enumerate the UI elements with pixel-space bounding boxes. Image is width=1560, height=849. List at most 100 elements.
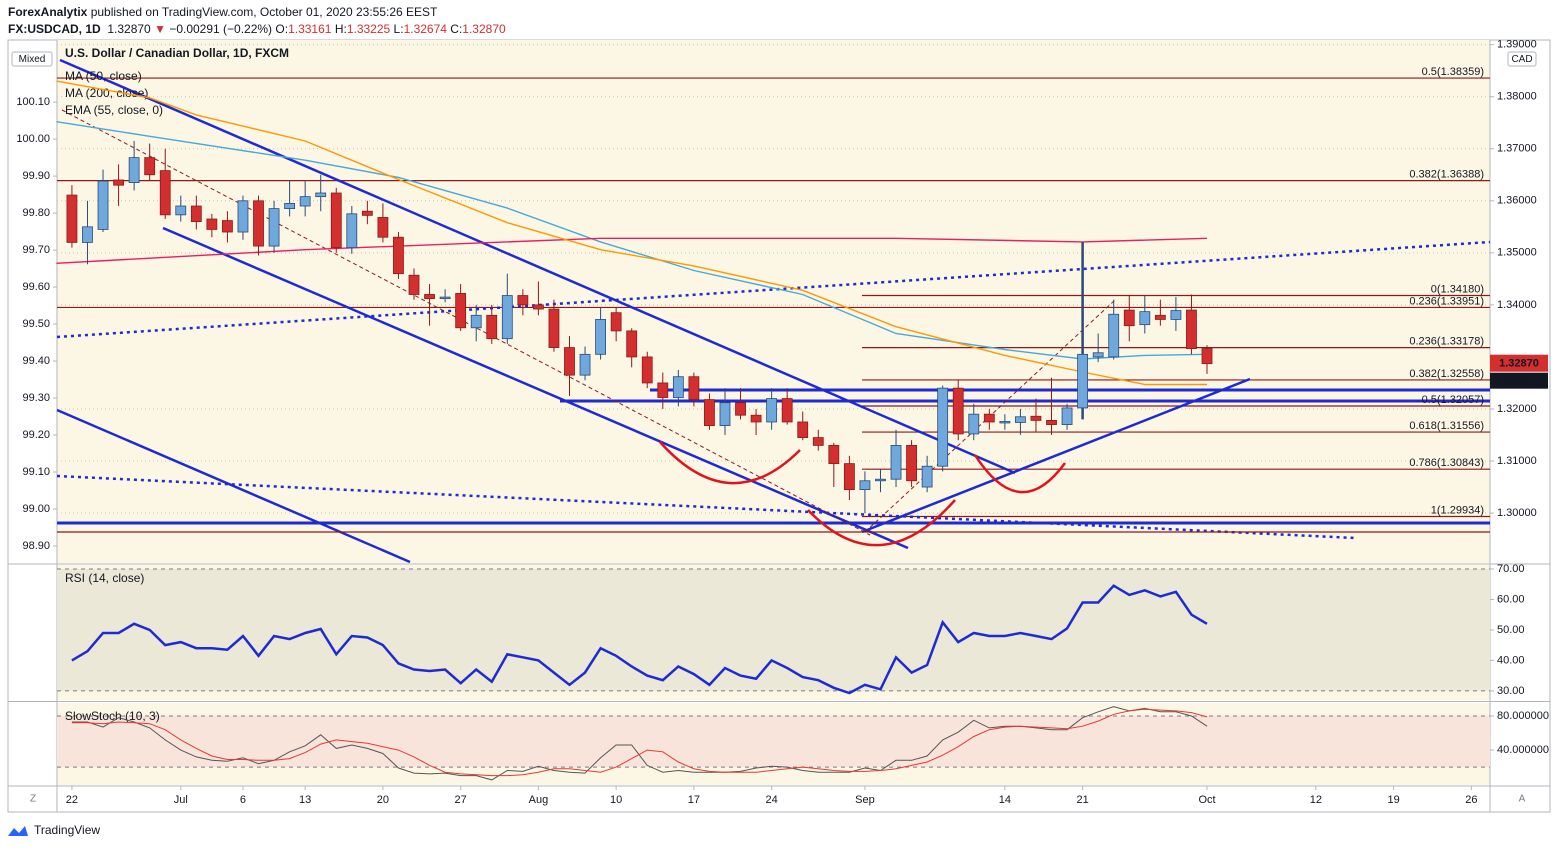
x-tick-label: 27 bbox=[455, 794, 467, 806]
moving-average bbox=[56, 237, 1208, 264]
y2-tick-label: 99.80 bbox=[22, 207, 50, 219]
candle-body bbox=[501, 295, 513, 340]
candle-body bbox=[657, 382, 669, 398]
x-tick-label: 19 bbox=[1387, 794, 1399, 806]
candle-body bbox=[97, 180, 109, 230]
ohlc-label: C: bbox=[450, 22, 463, 36]
channel-line bbox=[56, 408, 411, 564]
candle-body bbox=[1186, 309, 1197, 349]
candle-body bbox=[921, 465, 933, 488]
candle-body bbox=[1170, 310, 1182, 320]
x-tick-label: 24 bbox=[766, 794, 778, 806]
price-tag bbox=[1490, 354, 1548, 372]
candle-body bbox=[983, 413, 995, 423]
candle-body bbox=[812, 437, 824, 446]
x-tick-label: 22 bbox=[66, 794, 78, 806]
y2-tick-label: 99.30 bbox=[22, 392, 50, 404]
candle-body bbox=[377, 217, 389, 238]
candle-body bbox=[595, 319, 606, 355]
y2-tick-label: 99.20 bbox=[22, 429, 50, 441]
fib-label: 0.382(1.32558) bbox=[1409, 368, 1484, 380]
publish-line: ForexAnalytix published on TradingView.c… bbox=[8, 4, 506, 21]
candle-body bbox=[1108, 313, 1120, 358]
y2-tick-label: 99.50 bbox=[22, 318, 50, 330]
y2-tick-label: 99.90 bbox=[22, 170, 50, 182]
candle-body bbox=[1077, 353, 1089, 409]
x-tick-label: Sep bbox=[855, 794, 875, 806]
indicator-line bbox=[71, 584, 1208, 695]
candle-body bbox=[672, 376, 684, 398]
candle-body bbox=[906, 444, 917, 482]
candle-body bbox=[719, 402, 731, 427]
candle-body bbox=[781, 398, 793, 423]
candle-body bbox=[284, 203, 296, 210]
candle-body bbox=[222, 220, 233, 233]
candle-body bbox=[579, 353, 591, 376]
fib-label: 1(1.29934) bbox=[1431, 504, 1484, 516]
candle-body bbox=[704, 399, 715, 427]
x-tick-label: 20 bbox=[377, 794, 389, 806]
ohlc-value: 1.33161 bbox=[288, 22, 332, 36]
candle-body bbox=[610, 312, 622, 332]
candle-body bbox=[952, 387, 964, 435]
y-tick-label: 1.39000 bbox=[1497, 39, 1537, 51]
candle-body bbox=[268, 208, 280, 247]
candle-body bbox=[548, 308, 560, 348]
candle-body bbox=[517, 295, 529, 306]
y-tick-label: 1.38000 bbox=[1497, 91, 1537, 103]
auto-button[interactable]: A bbox=[1519, 794, 1526, 805]
indicator-line bbox=[71, 708, 1208, 777]
candle-body bbox=[1046, 420, 1057, 425]
ohlc-value: 1.33225 bbox=[346, 22, 391, 36]
y-tick-label: 50.00 bbox=[1497, 624, 1525, 636]
candle-body bbox=[564, 347, 575, 376]
candle-body bbox=[159, 170, 171, 216]
candle-body bbox=[688, 376, 700, 400]
indicator-band bbox=[57, 568, 1490, 691]
candle-body bbox=[455, 293, 467, 329]
candle-body bbox=[237, 200, 249, 233]
x-tick-label: 14 bbox=[999, 794, 1011, 806]
candle-body bbox=[346, 213, 358, 249]
candle-body bbox=[470, 314, 482, 329]
fib-label: 0.382(1.36388) bbox=[1409, 169, 1484, 181]
y-tick-label: 1.31000 bbox=[1497, 455, 1537, 467]
published: published on TradingView.com, October 01… bbox=[90, 5, 438, 19]
fib-label: 0.618(1.31556) bbox=[1409, 420, 1484, 432]
quote-line: FX:USDCAD, 1D 1.32870 ▼ −0.00291 (−0.22%… bbox=[8, 21, 506, 38]
y2-tick-label: 99.40 bbox=[22, 355, 50, 367]
legend-entry: MA (200, close) bbox=[65, 86, 148, 100]
foreground-layer: 22 Jul 6 13 20 27 Aug 10 17 24 Sep 14 21 Oct 12 19 26 U.S… bbox=[16, 39, 1549, 806]
price-tag-label: 1.32870 bbox=[1499, 358, 1539, 370]
x-tick-label: 6 bbox=[240, 794, 246, 806]
pane-title: SlowStoch (10, 3) bbox=[65, 709, 160, 723]
y-tick-label: 40.000000 bbox=[1497, 744, 1549, 756]
y-tick-label: 80.000000 bbox=[1497, 710, 1549, 722]
scale-mode: Mixed bbox=[19, 54, 46, 65]
price-pane bbox=[57, 40, 1490, 563]
ohlc-label: H: bbox=[334, 22, 347, 36]
candle-body bbox=[486, 314, 498, 340]
arrow: ▼ bbox=[154, 22, 166, 36]
candle-body bbox=[641, 356, 653, 384]
fib-label: 0(1.34180) bbox=[1431, 283, 1484, 295]
candle-body bbox=[206, 218, 218, 230]
zoom-button[interactable]: Z bbox=[30, 794, 36, 805]
pane-title: RSI (14, close) bbox=[65, 571, 144, 585]
candle-body bbox=[999, 421, 1011, 424]
ohlc-value: 1.32870 bbox=[462, 22, 506, 36]
candle-body bbox=[1139, 311, 1151, 326]
legend-entry: EMA (55, close, 0) bbox=[65, 103, 163, 117]
candle-body bbox=[1061, 407, 1073, 425]
y-tick-label: 60.00 bbox=[1497, 593, 1525, 605]
candle-body bbox=[766, 398, 778, 423]
y-tick-label: 1.36000 bbox=[1497, 195, 1537, 207]
candle-body bbox=[299, 196, 311, 207]
publisher: ForexAnalytix bbox=[8, 5, 88, 19]
legend-entry: MA (50, close) bbox=[65, 69, 142, 83]
candle-body bbox=[361, 210, 373, 216]
candle-body bbox=[875, 478, 886, 482]
channel-line bbox=[59, 58, 1016, 475]
